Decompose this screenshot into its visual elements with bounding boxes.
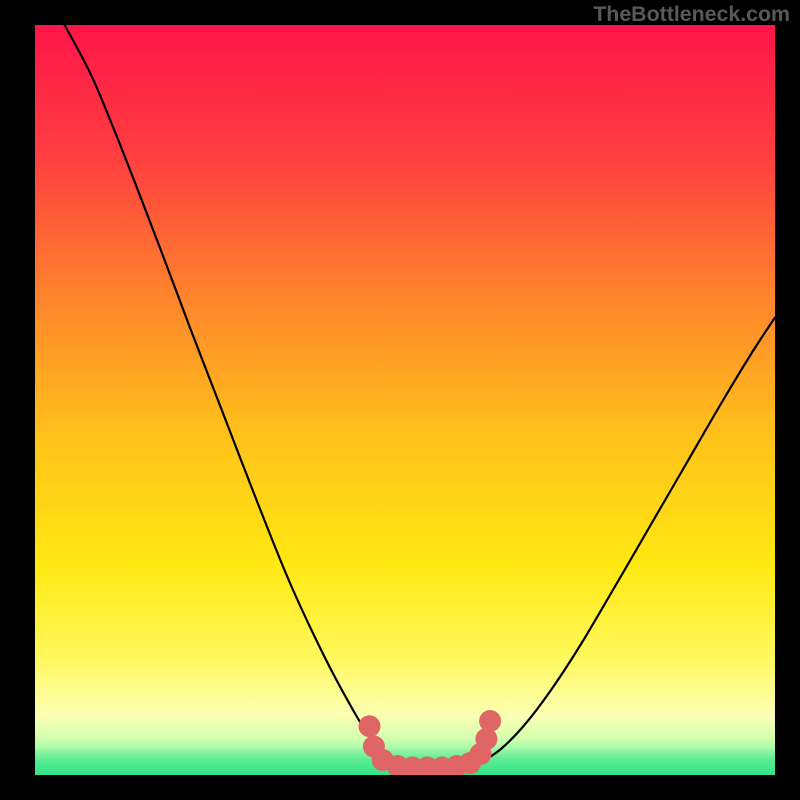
curve-right-arm [483,318,775,762]
marker-point [479,710,501,732]
marker-cluster [358,710,501,775]
watermark-text: TheBottleneck.com [593,2,790,27]
marker-point [358,715,380,737]
chart-plot-area [35,25,775,775]
curve-left-arm [65,25,402,762]
chart-overlay-svg [35,25,775,775]
